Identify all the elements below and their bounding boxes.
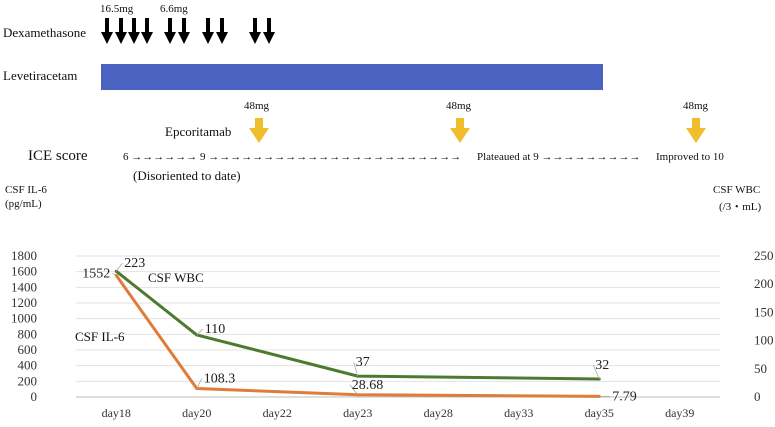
dexamethasone-arrow-head bbox=[164, 32, 176, 44]
right-axis-tick-label: 150 bbox=[754, 304, 774, 319]
csf-il-6-series-line bbox=[115, 274, 600, 398]
epcoritamab-arrow-head bbox=[450, 128, 470, 143]
x-axis-tick-label: day20 bbox=[182, 406, 211, 420]
left-axis-tick-label: 1000 bbox=[11, 311, 37, 326]
data-label: 37 bbox=[356, 355, 370, 370]
dexamethasone-arrow-head bbox=[216, 32, 228, 44]
x-axis-tick-label: day22 bbox=[263, 406, 292, 420]
dexamethasone-label: Dexamethasone bbox=[3, 25, 87, 40]
ice-score-note: (Disoriented to date) bbox=[133, 168, 241, 183]
data-label-leader bbox=[196, 328, 204, 336]
ice-score-segment-1: 6 →→→→→→ 9 →→→→→→→→→→→→→→→→→→→→→→→ bbox=[123, 151, 462, 163]
epcoritamab-dose-2: 48mg bbox=[446, 100, 472, 112]
data-label-leader bbox=[592, 364, 600, 380]
right-axis-tick-label: 200 bbox=[754, 276, 774, 291]
right-axis-tick-label: 50 bbox=[754, 361, 767, 376]
dexamethasone-arrow-shaft bbox=[206, 18, 210, 35]
left-axis-tick-label: 200 bbox=[18, 373, 38, 388]
ice-score-segment-3: Improved to 10 bbox=[656, 151, 724, 163]
dexamethasone-arrow-shaft bbox=[145, 18, 149, 35]
dexamethasone-dose-2: 6.6mg bbox=[160, 3, 188, 15]
x-axis-tick-label: day35 bbox=[585, 406, 614, 420]
x-axis-tick-label: day28 bbox=[424, 406, 453, 420]
left-axis-title-line2: (pg/mL) bbox=[5, 198, 42, 210]
epcoritamab-dose-3: 48mg bbox=[683, 100, 709, 112]
left-axis-title-line1: CSF IL-6 bbox=[5, 184, 47, 196]
dexamethasone-arrow-shaft bbox=[119, 18, 123, 35]
levetiracetam-bar-fill bbox=[101, 64, 603, 90]
left-axis-tick-label: 1800 bbox=[11, 248, 37, 263]
dexamethasone-arrow-head bbox=[178, 32, 190, 44]
x-axis-tick-label: day39 bbox=[665, 406, 694, 420]
data-label-leader bbox=[349, 384, 359, 396]
dexamethasone-arrow-shaft bbox=[132, 18, 136, 35]
csf-wbc-series-label: CSF WBC bbox=[148, 270, 204, 285]
epcoritamab-arrow-head bbox=[249, 128, 269, 143]
left-axis-tick-label: 800 bbox=[18, 326, 38, 341]
right-axis-tick-label: 250 bbox=[754, 248, 774, 263]
data-label: 108.3 bbox=[204, 372, 236, 387]
epcoritamab-arrow-shaft bbox=[692, 118, 700, 130]
data-label-leader bbox=[353, 362, 359, 377]
dexamethasone-arrow-head bbox=[115, 32, 127, 44]
epcoritamab-arrow-shaft bbox=[456, 118, 464, 130]
dexamethasone-arrow-head bbox=[141, 32, 153, 44]
dexamethasone-arrow-head bbox=[128, 32, 140, 44]
dexamethasone-arrow-shaft bbox=[105, 18, 109, 35]
data-label-leader bbox=[115, 262, 123, 272]
dexamethasone-arrow-shaft bbox=[182, 18, 186, 35]
right-axis-title-line2: (/3・mL) bbox=[719, 201, 762, 213]
left-axis-tick-label: 1200 bbox=[11, 295, 37, 310]
data-label: 7.79 bbox=[612, 389, 637, 404]
data-label-leader bbox=[196, 378, 203, 389]
left-axis-tick-label: 1400 bbox=[11, 279, 37, 294]
data-label: 1552 bbox=[82, 266, 110, 281]
dexamethasone-arrow-head bbox=[202, 32, 214, 44]
data-label: 110 bbox=[205, 322, 225, 337]
data-label-leader bbox=[112, 273, 117, 276]
right-axis-tick-label: 100 bbox=[754, 333, 774, 348]
dexamethasone-dose-1: 16.5mg bbox=[100, 3, 134, 15]
dexamethasone-arrow-shaft bbox=[220, 18, 224, 35]
dexamethasone-arrow-head bbox=[101, 32, 113, 44]
right-axis-title-line1: CSF WBC bbox=[713, 184, 761, 196]
left-axis-tick-label: 400 bbox=[18, 358, 38, 373]
x-axis-tick-label: day23 bbox=[343, 406, 372, 420]
ice-score-segment-2: Plateaued at 9 →→→→→→→→→ bbox=[477, 151, 641, 163]
data-label: 223 bbox=[124, 256, 145, 271]
levetiracetam-label: Levetiracetam bbox=[3, 68, 78, 83]
left-axis-tick-label: 0 bbox=[31, 389, 38, 404]
dexamethasone-arrow-shaft bbox=[267, 18, 271, 35]
epcoritamab-arrow-shaft bbox=[255, 118, 263, 130]
dexamethasone-arrow-shaft bbox=[168, 18, 172, 35]
left-axis-tick-label: 600 bbox=[18, 342, 38, 357]
data-label: 28.68 bbox=[352, 378, 384, 393]
left-axis-tick-label: 1600 bbox=[11, 264, 37, 279]
x-axis-tick-label: day18 bbox=[102, 406, 131, 420]
data-label: 32 bbox=[595, 358, 609, 373]
right-axis-tick-label: 0 bbox=[754, 389, 761, 404]
dexamethasone-arrow-head bbox=[249, 32, 261, 44]
epcoritamab-dose-1: 48mg bbox=[244, 100, 270, 112]
dexamethasone-arrow-head bbox=[263, 32, 275, 44]
x-axis-tick-label: day33 bbox=[504, 406, 533, 420]
csf-il-6-series-label: CSF IL-6 bbox=[75, 329, 125, 344]
epcoritamab-arrow-head bbox=[686, 128, 706, 143]
dexamethasone-arrow-shaft bbox=[253, 18, 257, 35]
ice-score-label: ICE score bbox=[28, 148, 88, 164]
csf-wbc-series-line bbox=[115, 270, 600, 381]
epcoritamab-label: Epcoritamab bbox=[165, 124, 232, 139]
